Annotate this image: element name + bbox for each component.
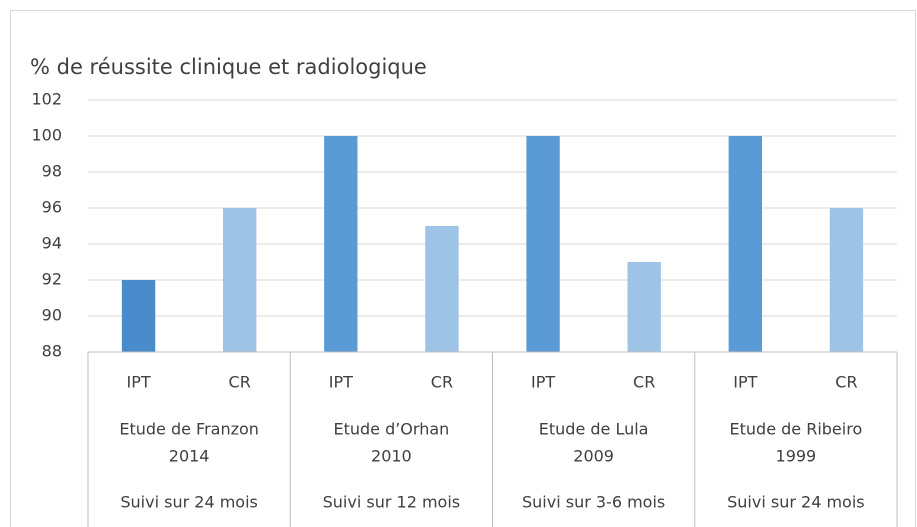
y-tick-label: 92 bbox=[42, 270, 62, 289]
group-label: 2014 bbox=[169, 447, 210, 466]
bar bbox=[425, 226, 459, 352]
x-tick-label: CR bbox=[633, 373, 655, 392]
y-tick-label: 94 bbox=[42, 234, 62, 253]
chart-border bbox=[10, 10, 916, 527]
group-label: Etude d’Orhan bbox=[333, 420, 449, 439]
y-tick-label: 90 bbox=[42, 306, 62, 325]
y-tick-label: 98 bbox=[42, 162, 62, 181]
y-tick-label: 100 bbox=[31, 126, 62, 145]
bar bbox=[324, 136, 358, 352]
bar bbox=[728, 136, 762, 352]
y-tick-label: 96 bbox=[42, 198, 62, 217]
x-tick-label: IPT bbox=[329, 373, 353, 392]
x-tick-label: CR bbox=[229, 373, 251, 392]
group-label: 2009 bbox=[573, 447, 614, 466]
follow-up-label: Suivi sur 3-6 mois bbox=[522, 493, 665, 512]
chart-title: % de réussite clinique et radiologique bbox=[30, 55, 427, 79]
x-tick-label: IPT bbox=[733, 373, 757, 392]
follow-up-label: Suivi sur 12 mois bbox=[323, 493, 460, 512]
group-label: Etude de Franzon bbox=[119, 420, 259, 439]
group-label: 2010 bbox=[371, 447, 412, 466]
bar bbox=[829, 208, 864, 352]
x-tick-label: CR bbox=[431, 373, 453, 392]
x-tick-label: IPT bbox=[126, 373, 150, 392]
follow-up-label: Suivi sur 24 mois bbox=[120, 493, 257, 512]
y-tick-label: 102 bbox=[31, 90, 62, 109]
x-tick-label: IPT bbox=[531, 373, 555, 392]
bar bbox=[627, 262, 661, 352]
y-tick-label: 88 bbox=[42, 342, 62, 361]
group-label: 1999 bbox=[776, 447, 817, 466]
group-label: Etude de Lula bbox=[539, 420, 649, 439]
bar bbox=[121, 280, 156, 352]
group-label: Etude de Ribeiro bbox=[730, 420, 863, 439]
bar bbox=[526, 136, 560, 352]
x-tick-label: CR bbox=[835, 373, 857, 392]
bar bbox=[223, 208, 257, 352]
follow-up-label: Suivi sur 24 mois bbox=[727, 493, 864, 512]
